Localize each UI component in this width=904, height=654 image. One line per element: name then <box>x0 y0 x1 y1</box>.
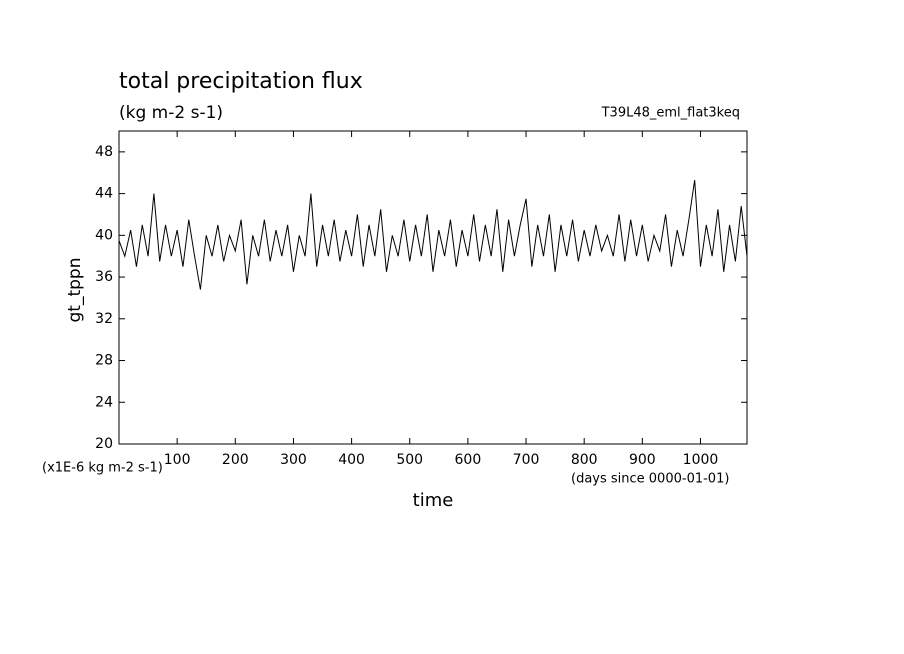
y-axis-label: gt_tppn <box>65 258 85 323</box>
x-tick-label: 1000 <box>683 452 719 468</box>
y-tick-label: 36 <box>95 269 113 285</box>
x-tick-label: 600 <box>455 452 482 468</box>
chart-title: total precipitation flux <box>119 69 363 94</box>
y-tick-label: 32 <box>95 311 113 327</box>
x-unit: (days since 0000-01-01) <box>571 472 729 487</box>
data-line <box>118 179 748 290</box>
y-unit: (x1E-6 kg m-2 s-1) <box>42 461 163 476</box>
plot-frame <box>118 130 748 445</box>
y-tick-label: 44 <box>95 186 113 202</box>
x-tick-label: 300 <box>280 452 307 468</box>
x-tick-label: 900 <box>629 452 656 468</box>
x-tick-label: 700 <box>513 452 540 468</box>
chart-subtitle: (kg m-2 s-1) <box>119 103 223 123</box>
y-tick-label: 20 <box>95 436 113 452</box>
x-tick-label: 200 <box>222 452 249 468</box>
y-tick-label: 24 <box>95 394 113 410</box>
x-axis-label: time <box>413 490 454 511</box>
x-tick-label: 400 <box>338 452 365 468</box>
x-tick-label: 500 <box>396 452 423 468</box>
y-tick-label: 48 <box>95 144 113 160</box>
x-tick-label: 800 <box>571 452 598 468</box>
y-tick-label: 28 <box>95 353 113 369</box>
annotation: T39L48_eml_flat3keq <box>601 106 740 121</box>
x-tick-label: 100 <box>164 452 191 468</box>
y-tick-label: 40 <box>95 227 113 243</box>
